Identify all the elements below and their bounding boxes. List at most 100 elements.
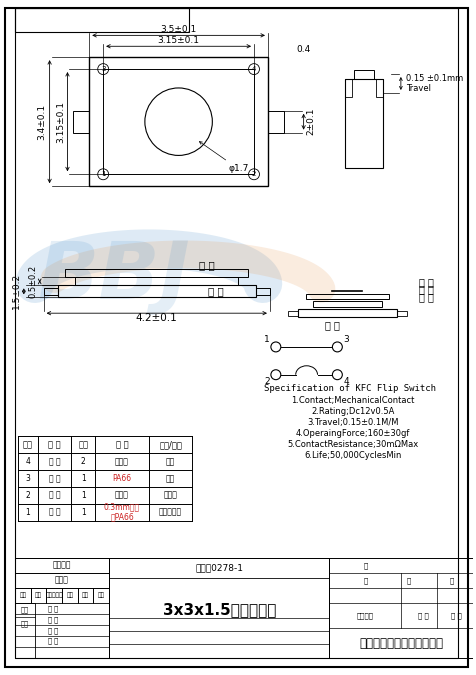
Text: 设 计: 设 计 <box>48 605 58 612</box>
Text: 支 架: 支 架 <box>49 491 60 500</box>
Text: 次数: 次数 <box>35 592 42 598</box>
Bar <box>30 588 46 603</box>
Bar <box>396 311 406 316</box>
Text: 銀白: 銀白 <box>166 457 175 466</box>
Text: 标记: 标记 <box>19 592 26 598</box>
Text: 弹 片: 弹 片 <box>418 277 433 288</box>
Bar <box>46 588 62 603</box>
Text: 底 座: 底 座 <box>49 508 60 516</box>
Text: 3: 3 <box>25 474 30 483</box>
Text: PA66: PA66 <box>112 474 131 483</box>
Text: 不锈锂: 不锈锂 <box>115 457 129 466</box>
Text: 1.Contact;MechanicalContact: 1.Contact;MechanicalContact <box>291 396 414 405</box>
Bar <box>354 70 373 79</box>
Text: 3x3x1.5贴片双弹片: 3x3x1.5贴片双弹片 <box>162 602 276 618</box>
Text: 中: 中 <box>406 577 410 584</box>
Text: 深圳市步步精科技有限公司: 深圳市步步精科技有限公司 <box>358 637 442 650</box>
Text: 黑色: 黑色 <box>166 474 175 483</box>
Text: 日期: 日期 <box>21 606 29 613</box>
Text: 名 称: 名 称 <box>48 440 61 449</box>
Text: φ1.7: φ1.7 <box>199 142 248 173</box>
Text: 0.3mm黄铜
与PA66: 0.3mm黄铜 与PA66 <box>104 502 140 522</box>
Text: 3.4±0.1: 3.4±0.1 <box>38 104 47 140</box>
Bar <box>109 558 329 578</box>
Text: 批准: 批准 <box>98 592 105 598</box>
Text: 2: 2 <box>264 377 269 386</box>
Text: 2: 2 <box>81 457 86 466</box>
Bar <box>15 558 109 657</box>
Text: 1: 1 <box>81 508 86 516</box>
Text: 4.OperaingForce;160±30gf: 4.OperaingForce;160±30gf <box>296 429 409 438</box>
Text: 弹 片: 弹 片 <box>49 457 60 466</box>
Text: 镍铜象: 镍铜象 <box>163 491 177 500</box>
Text: 1: 1 <box>81 474 86 483</box>
Text: 1.5±0.2: 1.5±0.2 <box>12 273 21 309</box>
Text: 2: 2 <box>251 171 256 178</box>
Text: 比 例: 比 例 <box>450 612 460 618</box>
Text: 4: 4 <box>25 457 30 466</box>
Text: 0.15 ±0.1mm
Travel: 0.15 ±0.1mm Travel <box>405 74 462 93</box>
Text: 3.Travel;0.15±0.1M/M: 3.Travel;0.15±0.1M/M <box>307 418 398 427</box>
Text: 3: 3 <box>343 335 348 344</box>
Bar <box>65 269 248 277</box>
Text: 3.15±0.1: 3.15±0.1 <box>56 101 65 142</box>
Text: 1: 1 <box>101 171 105 178</box>
Bar <box>305 294 388 299</box>
Bar <box>15 573 109 588</box>
Text: 管 控: 管 控 <box>48 627 58 634</box>
Text: 黑色与镍镖: 黑色与镍镖 <box>159 508 182 516</box>
Bar <box>62 588 78 603</box>
Text: 大: 大 <box>363 577 367 584</box>
Text: 图样标记: 图样标记 <box>356 612 373 618</box>
Text: 5.ContactResistance;30mΩMax: 5.ContactResistance;30mΩMax <box>287 439 418 449</box>
Text: 校 对: 校 对 <box>48 616 58 622</box>
Bar <box>329 558 472 657</box>
Text: 序号: 序号 <box>23 440 33 449</box>
Bar <box>109 558 329 657</box>
Bar <box>287 311 297 316</box>
Bar <box>375 79 382 97</box>
Bar <box>89 57 268 186</box>
Text: 底 座: 底 座 <box>208 286 224 296</box>
Text: BBJ: BBJ <box>38 238 190 317</box>
Text: Specification of KFC Flip Switch: Specification of KFC Flip Switch <box>264 384 436 393</box>
Text: 小: 小 <box>449 577 453 584</box>
Text: 签字: 签字 <box>82 592 89 598</box>
Text: 材 料: 材 料 <box>116 440 128 449</box>
Text: 签字: 签字 <box>21 620 29 626</box>
Bar <box>44 288 58 296</box>
Text: 不锈锂: 不锈锂 <box>115 491 129 500</box>
Bar <box>345 79 382 168</box>
Text: 2±0.1: 2±0.1 <box>306 108 315 136</box>
Bar <box>297 309 396 317</box>
Text: 镍涂/颜色: 镍涂/颜色 <box>159 440 182 449</box>
Text: 1: 1 <box>25 508 30 516</box>
Text: 盖 板: 盖 板 <box>198 261 214 271</box>
Bar <box>73 111 89 132</box>
Text: 3.15±0.1: 3.15±0.1 <box>157 36 199 45</box>
Text: 数量: 数量 <box>78 440 88 449</box>
Text: 审核: 审核 <box>66 592 73 598</box>
Bar <box>345 79 351 97</box>
Text: 0.5±0.2: 0.5±0.2 <box>29 265 38 298</box>
Text: 2.Rating;Dc12v0.5A: 2.Rating;Dc12v0.5A <box>311 407 394 416</box>
Bar <box>78 588 93 603</box>
Text: 盖 板: 盖 板 <box>418 292 433 302</box>
Bar <box>75 277 238 286</box>
Text: 流图号: 流图号 <box>55 576 69 585</box>
Text: 编码：0278-1: 编码：0278-1 <box>195 564 243 572</box>
Text: 数: 数 <box>363 562 367 569</box>
Text: 更改文件号: 更改文件号 <box>45 592 63 598</box>
Text: 按 子: 按 子 <box>49 474 60 483</box>
Text: 1: 1 <box>81 491 86 500</box>
Bar <box>268 111 283 132</box>
Bar <box>15 558 109 573</box>
Text: 4: 4 <box>343 377 348 386</box>
Text: 0.4: 0.4 <box>296 45 310 54</box>
Text: 底 座: 底 座 <box>324 320 339 330</box>
Text: 清 山: 清 山 <box>416 612 427 618</box>
Bar <box>93 588 109 603</box>
Bar <box>103 69 254 174</box>
Text: 4: 4 <box>251 66 256 72</box>
Bar <box>15 588 30 603</box>
